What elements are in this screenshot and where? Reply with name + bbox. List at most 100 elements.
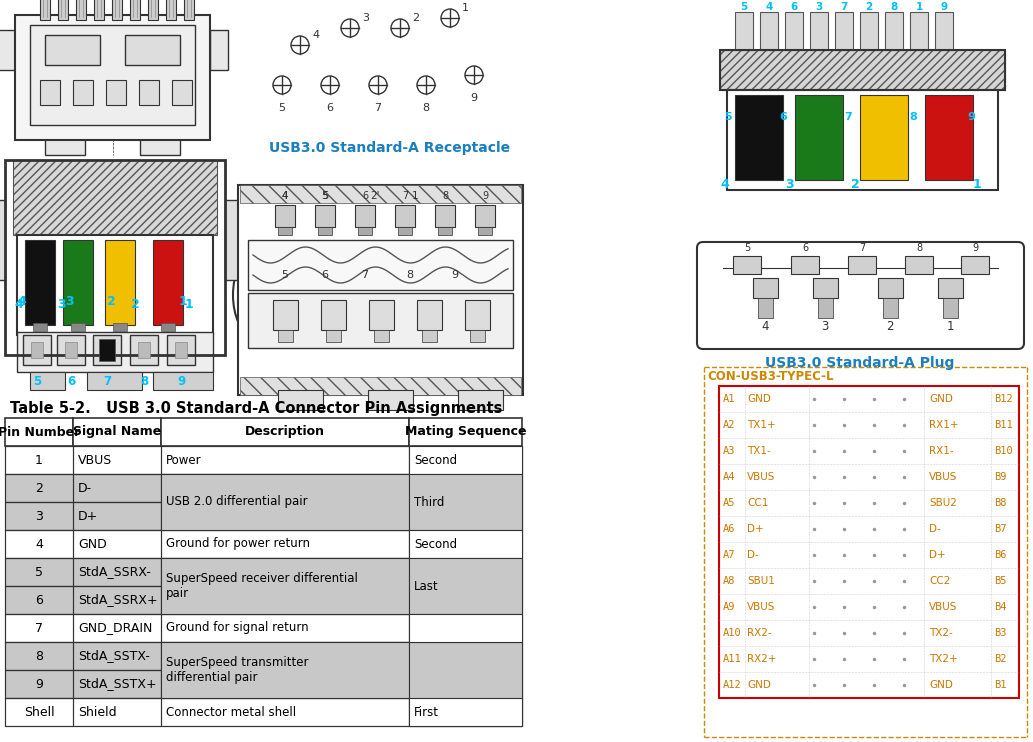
Text: StdA_SSRX+: StdA_SSRX+: [79, 594, 158, 606]
Bar: [719, 386, 1019, 698]
Text: StdA_SSTX-: StdA_SSTX-: [79, 649, 150, 663]
Text: 1: 1: [915, 2, 922, 12]
Bar: [166, 0, 176, 20]
Bar: [409, 558, 522, 586]
Text: CC1: CC1: [747, 498, 769, 508]
Bar: [409, 670, 522, 698]
Bar: [130, 0, 140, 20]
Bar: [791, 256, 819, 274]
Text: 3: 3: [821, 320, 828, 332]
Bar: [278, 390, 323, 410]
Text: 4: 4: [282, 191, 288, 201]
Bar: [161, 474, 409, 530]
Text: 4: 4: [312, 30, 319, 40]
Text: 6: 6: [321, 270, 328, 280]
Bar: [161, 642, 409, 698]
Bar: [938, 278, 963, 298]
Text: 8: 8: [406, 270, 413, 280]
Text: TX1+: TX1+: [747, 420, 776, 430]
Bar: [475, 205, 495, 227]
Text: 2: 2: [35, 482, 43, 494]
Bar: [368, 390, 413, 410]
Bar: [409, 446, 522, 474]
Text: D+: D+: [79, 510, 98, 522]
Text: 6: 6: [779, 112, 787, 122]
Bar: [374, 330, 389, 342]
Bar: [961, 256, 989, 274]
Text: 5: 5: [282, 270, 288, 280]
Bar: [409, 558, 522, 614]
Text: A3: A3: [723, 446, 735, 456]
Bar: [5, 558, 73, 586]
Text: 6: 6: [67, 375, 75, 388]
Bar: [73, 558, 161, 586]
Bar: [5, 502, 73, 530]
Text: 3: 3: [65, 295, 73, 308]
Bar: [153, 240, 183, 325]
Bar: [112, 0, 122, 20]
Text: 7: 7: [35, 622, 43, 634]
Bar: [71, 323, 85, 331]
Text: 2: 2: [866, 2, 873, 12]
Text: Table 5-2.   USB 3.0 Standard-A Connector Pin Assignments: Table 5-2. USB 3.0 Standard-A Connector …: [10, 401, 502, 416]
Text: Description: Description: [245, 425, 325, 439]
Text: 7: 7: [362, 270, 369, 280]
Bar: [735, 95, 783, 180]
Text: A5: A5: [723, 498, 735, 508]
Text: 4: 4: [35, 537, 43, 551]
Text: 4: 4: [765, 2, 773, 12]
Bar: [758, 298, 773, 318]
Text: 6: 6: [326, 103, 334, 113]
Text: GND: GND: [929, 680, 952, 690]
Text: A11: A11: [723, 654, 742, 664]
Bar: [30, 372, 65, 390]
Bar: [409, 614, 522, 642]
Bar: [883, 298, 898, 318]
Bar: [73, 614, 161, 642]
Text: Shell: Shell: [24, 706, 55, 718]
Text: A6: A6: [723, 524, 735, 534]
Text: Power: Power: [166, 453, 201, 467]
Bar: [935, 12, 953, 50]
Bar: [45, 135, 85, 155]
Bar: [40, 0, 50, 20]
Bar: [398, 227, 412, 235]
Text: 7: 7: [402, 191, 408, 201]
Text: 8: 8: [890, 2, 898, 12]
Text: Shield: Shield: [79, 706, 117, 718]
Text: B11: B11: [994, 420, 1012, 430]
Bar: [161, 642, 409, 670]
Text: B9: B9: [994, 472, 1006, 482]
Text: 5: 5: [35, 565, 43, 579]
Text: 3: 3: [57, 298, 65, 311]
Bar: [785, 12, 803, 50]
Text: Ground for power return: Ground for power return: [166, 537, 310, 551]
Text: 4: 4: [761, 320, 769, 332]
Text: GND_DRAIN: GND_DRAIN: [79, 622, 153, 634]
Text: 9: 9: [967, 112, 975, 122]
Text: VBUS: VBUS: [79, 453, 113, 467]
Bar: [15, 15, 210, 140]
Text: 6: 6: [362, 191, 368, 201]
Bar: [30, 25, 195, 125]
Bar: [210, 30, 228, 70]
Text: 5: 5: [744, 243, 750, 253]
Bar: [275, 205, 295, 227]
Bar: [470, 330, 486, 342]
Bar: [409, 418, 522, 446]
Bar: [13, 160, 217, 235]
Text: StdA_SSTX+: StdA_SSTX+: [79, 677, 157, 691]
Bar: [105, 240, 135, 325]
Bar: [435, 205, 455, 227]
Text: USB3.0 Standard-A Plug: USB3.0 Standard-A Plug: [765, 356, 954, 370]
Text: Pin Number: Pin Number: [0, 425, 81, 439]
Text: 4: 4: [14, 298, 24, 311]
Text: 4: 4: [282, 191, 288, 201]
Text: 1: 1: [973, 179, 981, 191]
Bar: [5, 446, 522, 474]
Bar: [139, 80, 159, 105]
Text: CON-USB3-TYPEC-L: CON-USB3-TYPEC-L: [707, 370, 834, 383]
Text: GND: GND: [747, 394, 771, 404]
Bar: [161, 323, 175, 331]
Bar: [73, 446, 161, 474]
